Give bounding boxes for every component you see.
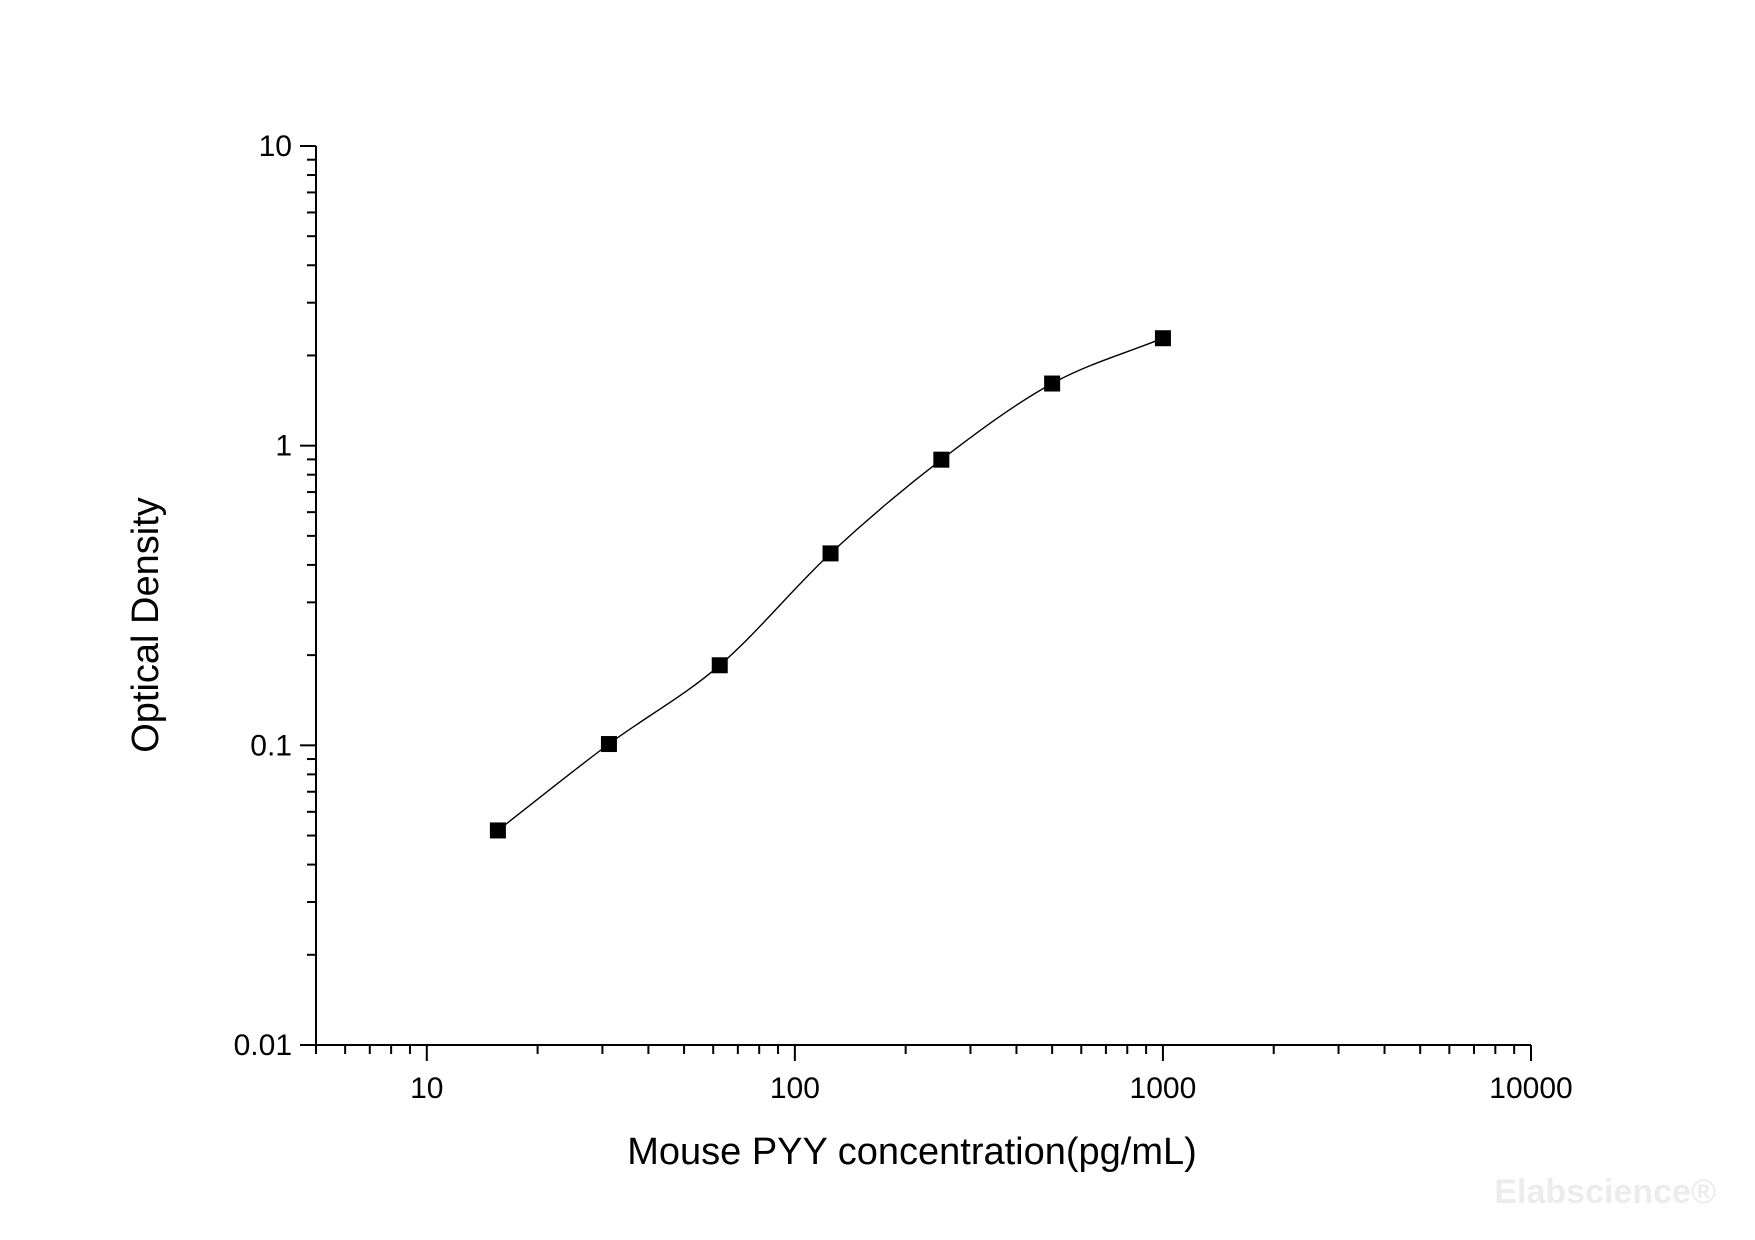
x-tick-label: 10000 [1489,1072,1572,1105]
watermark-logo: Elabscience® [1494,1173,1716,1211]
data-point-marker [822,545,839,562]
x-tick-label: 100 [770,1072,820,1105]
data-point-marker [489,822,506,839]
x-axis-title: Mouse PYY concentration(pg/mL) [627,1131,1197,1173]
data-points-layer [489,330,1171,839]
fit-curve-line [497,337,1164,831]
y-tick-label: 10 [259,130,292,163]
x-tick-label: 10 [410,1072,443,1105]
y-tick-label: 0.1 [250,729,292,762]
data-point-marker [1154,330,1171,347]
y-tick-label: 1 [275,430,292,463]
fit-curve-layer [497,337,1164,831]
data-point-marker [1044,375,1061,392]
data-point-marker [600,736,617,753]
labels-layer: Mouse PYY concentration(pg/mL) Optical D… [125,497,1716,1211]
axes: 0.01 0.1 1 10 10 100 1000 10000 [234,130,1573,1105]
y-axis-title: Optical Density [125,497,167,753]
y-tick-label: 0.01 [234,1029,292,1062]
x-tick-label: 1000 [1130,1072,1197,1105]
data-point-marker [711,657,728,674]
data-point-marker [933,451,950,468]
